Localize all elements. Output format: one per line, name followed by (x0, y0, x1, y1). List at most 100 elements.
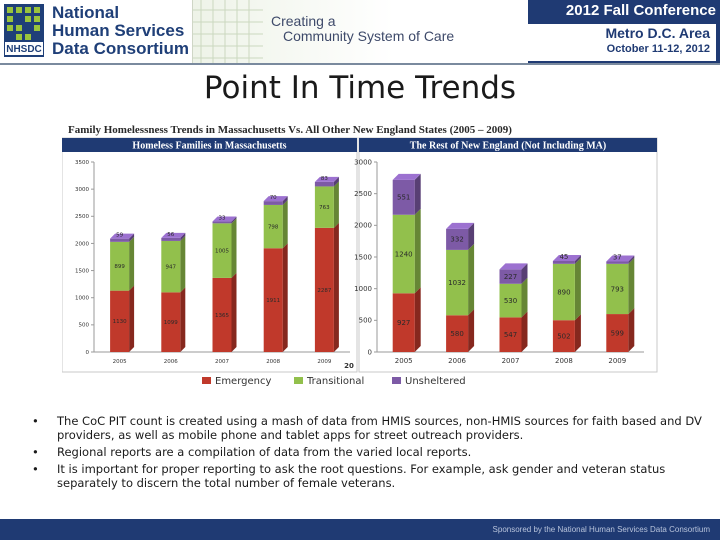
bullet-item: • Regional reports are a compilation of d… (32, 445, 702, 459)
slide-title: Point In Time Trends (203, 70, 517, 106)
legend-strip (62, 376, 665, 386)
bar-segment-transitional (552, 263, 575, 321)
organization-name: National Human Services Data Consortium (52, 4, 189, 58)
bar-segment-side (574, 314, 581, 352)
x-tick-label: 2008 (555, 357, 573, 365)
bar-segment-unsheltered (212, 221, 232, 224)
page-number: 20 (344, 362, 354, 370)
bar-segment-side (129, 236, 135, 291)
bar-segment-transitional (161, 240, 181, 293)
bar-segment-side (414, 208, 421, 294)
bar-segment-side (180, 287, 186, 352)
legend-swatch (392, 377, 401, 384)
bar-top-cap (110, 233, 135, 239)
footer-bar: Sponsored by the National Human Services… (0, 519, 720, 540)
chart-frame (62, 137, 358, 373)
conference-info: 2012 Fall Conference Metro D.C. Area Oct… (528, 0, 720, 63)
bar-segment-side (468, 222, 475, 250)
y-tick-label: 3000 (75, 187, 89, 193)
y-tick-label: 2500 (354, 190, 372, 198)
bar-segment-transitional (212, 223, 232, 278)
chart-panel: Homeless Families in Massachusetts 0 500 10… (62, 122, 665, 386)
bar-segment-transitional (499, 283, 522, 318)
org-line-3: Data Consortium (52, 39, 189, 58)
x-tick-label: 2009 (317, 359, 331, 365)
bar-data-label: 927 (397, 319, 410, 327)
bar-segment-side (468, 243, 475, 316)
bar-top-cap (606, 255, 635, 262)
bar-segment-unsheltered (446, 228, 469, 250)
tagline: Creating a Community System of Care (271, 14, 454, 44)
bar-top-cap (392, 173, 421, 180)
bar-data-label: 33 (219, 216, 226, 222)
bar-segment-side (231, 218, 237, 278)
bullet-item: • The CoC PIT count is created using a ma… (32, 414, 702, 442)
x-tick-label: 2008 (266, 359, 280, 365)
banner-divider (0, 63, 720, 65)
conference-title: 2012 Fall Conference (565, 2, 716, 19)
x-tick-label: 2007 (502, 357, 520, 365)
bar-data-label: 37 (613, 253, 622, 261)
x-tick-label: 2005 (395, 357, 413, 365)
conference-details: Metro D.C. Area October 11-12, 2012 (528, 24, 716, 61)
bar-segment-unsheltered (263, 201, 283, 205)
bar-data-label: 1005 (215, 248, 229, 254)
bar-segment-side (468, 309, 475, 352)
bar-data-label: 530 (504, 297, 517, 305)
chart-header-bar (62, 138, 357, 152)
bar-segment-unsheltered (552, 260, 575, 264)
bar-data-label: 1032 (448, 279, 466, 287)
bar-segment-side (129, 285, 135, 352)
bar-data-label: 45 (559, 253, 568, 261)
legend-label: Transitional (306, 376, 364, 386)
bar-segment-side (333, 222, 339, 352)
bar-segment-transitional (392, 214, 415, 294)
bar-top-cap (499, 263, 528, 270)
bar-segment-transitional (446, 249, 469, 316)
bullet-text: Regional reports are a compilation of da… (57, 445, 472, 459)
tagline-line-1: Creating a (271, 13, 336, 29)
chart-heading: Family Homelessness Trends in Massachuse… (68, 124, 512, 136)
bar-data-label: 580 (450, 330, 463, 338)
bar-top-cap (263, 196, 288, 202)
bar-segment-side (574, 254, 581, 264)
bar-data-label: 793 (611, 285, 624, 293)
bar-segment-emergency (552, 320, 575, 352)
x-tick-label: 2006 (164, 359, 178, 365)
bar-data-label: 332 (450, 236, 463, 244)
bar-segment-side (282, 243, 288, 352)
org-line-1: National (52, 3, 120, 22)
bar-segment-unsheltered (392, 179, 415, 215)
bar-segment-unsheltered (499, 269, 522, 284)
bar-segment-side (574, 257, 581, 321)
legend-label: Unsheltered (405, 376, 466, 386)
bar-data-label: 1365 (215, 313, 229, 319)
homelessness-charts: Homeless Families in Massachusetts 0 500 10… (62, 137, 665, 386)
y-tick-label: 500 (359, 317, 372, 325)
bar-data-label: 2287 (317, 288, 331, 294)
bar-data-label: 947 (166, 264, 177, 270)
bar-segment-transitional (314, 186, 334, 228)
y-tick-label: 0 (86, 350, 90, 356)
x-tick-label: 2006 (448, 357, 466, 365)
footer-sponsor-text: Sponsored by the National Human Services… (492, 525, 710, 534)
y-tick-label: 1500 (354, 253, 372, 261)
y-tick-label: 1000 (354, 285, 372, 293)
bar-segment-side (414, 287, 421, 352)
bar-top-cap (212, 216, 237, 222)
y-tick-label: 1000 (75, 296, 89, 302)
bullet-list: • The CoC PIT count is created using a ma… (32, 414, 702, 493)
x-tick-label: 2005 (113, 359, 127, 365)
bar-segment-side (231, 272, 237, 352)
bullet-text: It is important for proper reporting to … (57, 462, 666, 490)
bar-data-label: 763 (319, 205, 330, 211)
nhsdc-logo: NHSDC National Human Services Data Conso… (0, 0, 193, 63)
bar-segment-emergency (392, 293, 415, 352)
bar-segment-side (333, 176, 339, 187)
bar-segment-emergency (110, 290, 130, 352)
y-tick-label: 2000 (75, 241, 89, 247)
conference-banner: NHSDC National Human Services Data Conso… (0, 0, 720, 63)
legend-swatch (294, 377, 303, 384)
bar-data-label: 899 (114, 264, 125, 270)
bar-segment-side (333, 181, 339, 228)
